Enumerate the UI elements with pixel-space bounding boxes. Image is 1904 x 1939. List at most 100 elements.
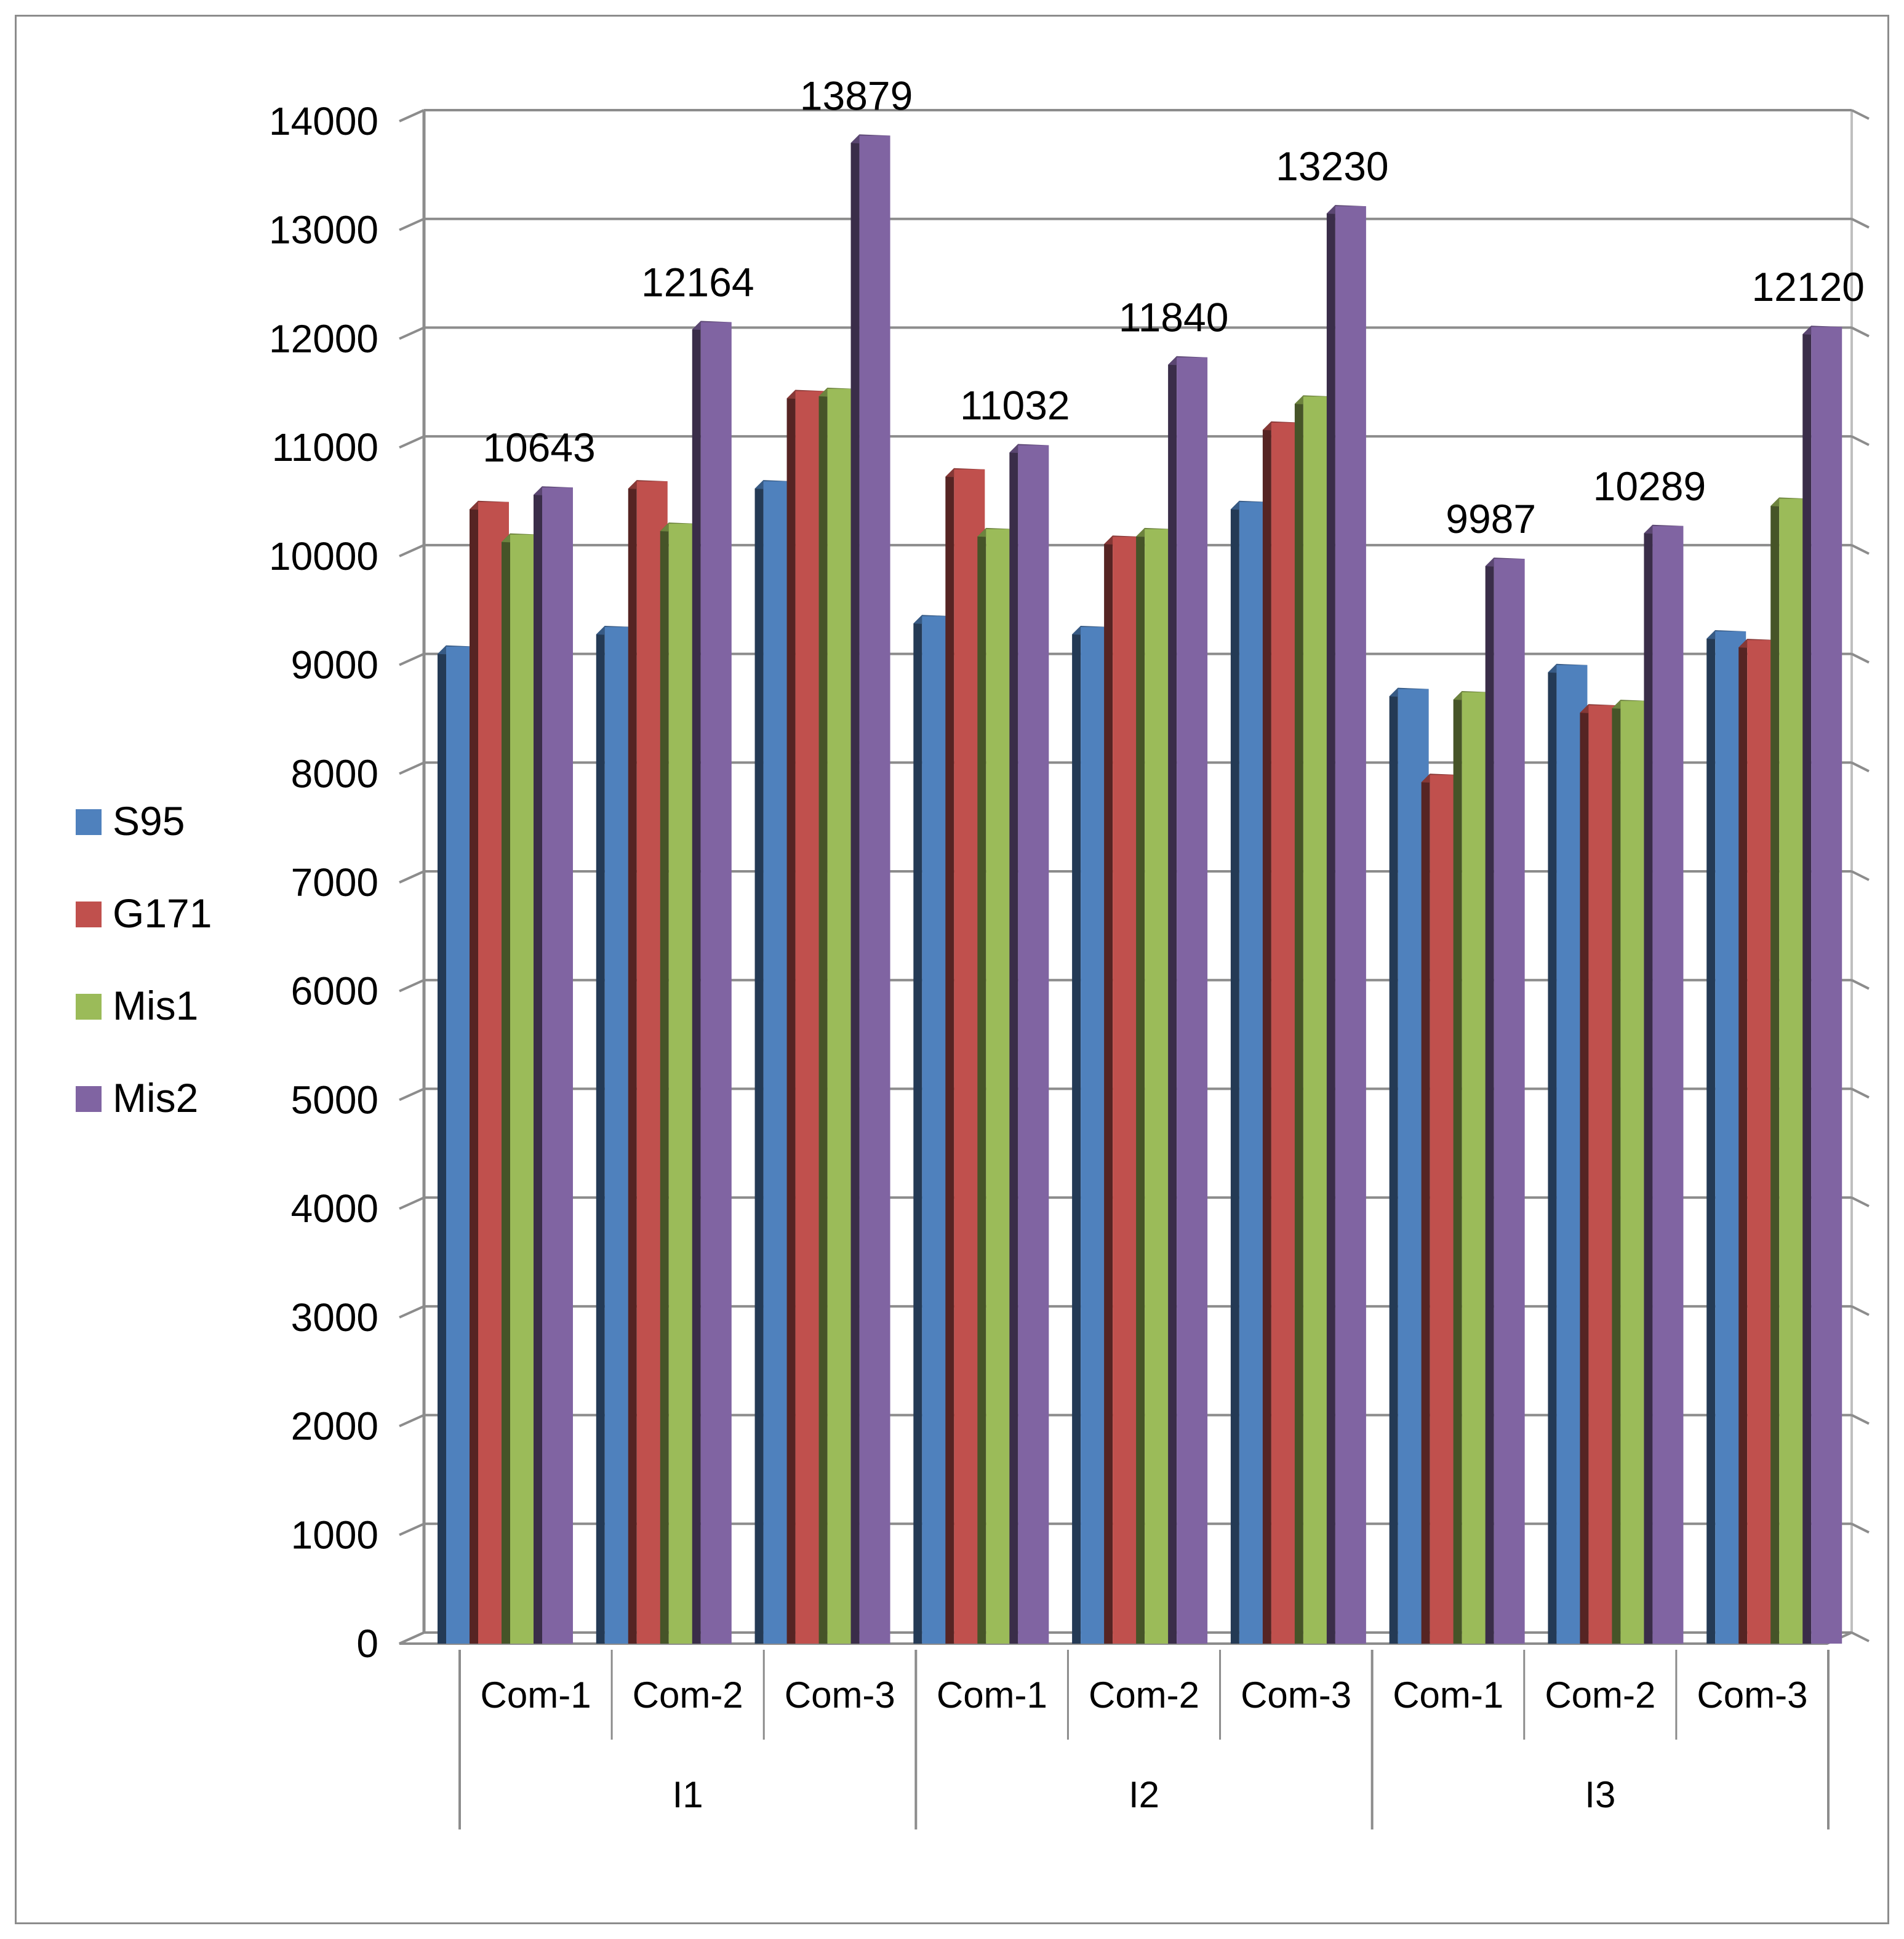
legend-label-g171: G171 — [113, 890, 212, 936]
bar-side-mis1 — [818, 387, 828, 1644]
gridline-side-tick — [399, 978, 425, 993]
bar-side-g171 — [786, 390, 796, 1644]
data-label: 10643 — [482, 425, 596, 470]
bar-side-mis2 — [1009, 444, 1018, 1644]
category-label: Com-1 — [481, 1674, 591, 1716]
bar-chart: 0 1000 2000 3000 4000 5000 6000 7000 8000 9000 100… — [76, 73, 1870, 1829]
bar-mis2 — [1177, 357, 1208, 1644]
y-tick-label: 10000 — [269, 534, 378, 578]
bar-mis2 — [542, 487, 573, 1644]
right-tick-mark — [1851, 544, 1870, 555]
bar-side-s95 — [754, 480, 764, 1644]
y-tick-label: 9000 — [291, 643, 378, 687]
right-tick-mark — [1851, 652, 1870, 664]
gridline-side-tick — [399, 652, 425, 666]
y-tick-label: 0 — [356, 1621, 378, 1666]
legend: S95 G171 Mis1 Mis2 — [76, 798, 212, 1121]
right-tick-mark — [1851, 1087, 1870, 1099]
bar-side-g171 — [1421, 774, 1430, 1644]
bar-side-s95 — [438, 645, 446, 1644]
gridline-side-tick — [399, 1413, 425, 1428]
bar-side-mis2 — [850, 134, 860, 1644]
bar-side-g171 — [945, 468, 954, 1644]
bar-mis2 — [1494, 559, 1525, 1644]
bar-side-mis1 — [1612, 700, 1621, 1644]
bar-side-g171 — [628, 480, 637, 1644]
bar-side-g171 — [1104, 535, 1113, 1644]
legend-label-mis1: Mis1 — [113, 983, 198, 1028]
gridline-side-tick — [399, 109, 425, 122]
legend-label-mis2: Mis2 — [113, 1075, 198, 1121]
group-label: I2 — [1129, 1774, 1159, 1815]
right-tick-mark — [1851, 1196, 1870, 1207]
gridline-side-tick — [399, 1087, 425, 1101]
gridline-side-tick — [399, 217, 425, 231]
right-tick-mark — [1851, 435, 1870, 446]
gridline-side-tick — [399, 870, 425, 884]
bar-side-mis2 — [1326, 205, 1335, 1644]
category-label: Com-3 — [1697, 1674, 1807, 1716]
legend-swatch-mis2 — [76, 1086, 102, 1112]
legend-swatch-s95 — [76, 809, 102, 835]
category-label: Com-2 — [1545, 1674, 1655, 1716]
group-label: I1 — [673, 1774, 703, 1815]
bar-side-s95 — [1230, 500, 1239, 1644]
gridline-side-tick — [399, 326, 425, 340]
bars — [438, 134, 1842, 1644]
y-tick-label: 1000 — [291, 1513, 378, 1557]
gridline-side-tick — [399, 435, 425, 449]
y-tick-label: 7000 — [291, 860, 378, 905]
chart-frame: 0 1000 2000 3000 4000 5000 6000 7000 8000 9000 100… — [15, 15, 1889, 1924]
bar-mis2 — [859, 135, 890, 1644]
bar-side-mis2 — [534, 486, 542, 1644]
legend-label-s95: S95 — [113, 798, 185, 844]
gridline-side-tick — [399, 1522, 425, 1537]
bar-side-g171 — [1738, 639, 1748, 1644]
bar-mis2 — [1652, 526, 1684, 1644]
bar-side-mis1 — [1294, 395, 1303, 1644]
y-tick-label: 13000 — [269, 208, 378, 252]
right-tick-mark — [1851, 1305, 1870, 1316]
right-tick-mark — [1851, 870, 1870, 881]
bar-side-s95 — [1072, 625, 1081, 1644]
right-tick-mark — [1851, 761, 1870, 773]
y-tick-label: 14000 — [269, 99, 378, 143]
category-label: Com-3 — [1241, 1674, 1351, 1716]
data-label: 11840 — [1119, 295, 1229, 340]
y-tick-label: 12000 — [269, 316, 378, 361]
right-tick-mark — [1851, 1631, 1870, 1642]
bar-side-s95 — [596, 625, 605, 1644]
bar-side-mis1 — [1770, 497, 1780, 1644]
bar-side-mis2 — [1485, 558, 1494, 1644]
bar-side-g171 — [470, 500, 478, 1644]
bar-mis2 — [700, 322, 732, 1644]
right-tick-mark — [1851, 326, 1870, 338]
bar-side-mis2 — [1168, 356, 1177, 1644]
gridline-side-tick — [399, 1196, 425, 1210]
category-label: Com-2 — [633, 1674, 743, 1716]
bar-side-mis1 — [1136, 527, 1145, 1644]
gridline-side-tick — [399, 1631, 425, 1645]
y-axis-tick-labels: 0 1000 2000 3000 4000 5000 6000 7000 8000 9000 100… — [269, 99, 378, 1666]
right-tick-mark — [1851, 1522, 1870, 1534]
y-tick-label: 4000 — [291, 1186, 378, 1231]
data-label: 12120 — [1751, 264, 1865, 310]
bar-side-mis1 — [977, 527, 986, 1644]
group-label: I3 — [1585, 1774, 1615, 1815]
y-tick-label: 5000 — [291, 1077, 378, 1122]
data-label: 13230 — [1276, 143, 1389, 189]
bar-side-s95 — [1548, 663, 1557, 1644]
y-tick-label: 8000 — [291, 751, 378, 796]
right-tick-mark — [1851, 1413, 1870, 1425]
gridline-side-tick — [399, 761, 425, 775]
y-tick-label: 2000 — [291, 1404, 378, 1449]
data-label: 13879 — [800, 73, 913, 118]
bar-side-s95 — [913, 615, 922, 1644]
legend-swatch-mis1 — [76, 994, 102, 1020]
right-tick-mark — [1851, 217, 1870, 229]
bar-side-mis2 — [1802, 326, 1812, 1644]
category-label: Com-2 — [1089, 1674, 1199, 1716]
bar-side-mis1 — [1453, 690, 1462, 1644]
bar-side-mis1 — [502, 533, 510, 1644]
y-tick-label: 3000 — [291, 1295, 378, 1340]
